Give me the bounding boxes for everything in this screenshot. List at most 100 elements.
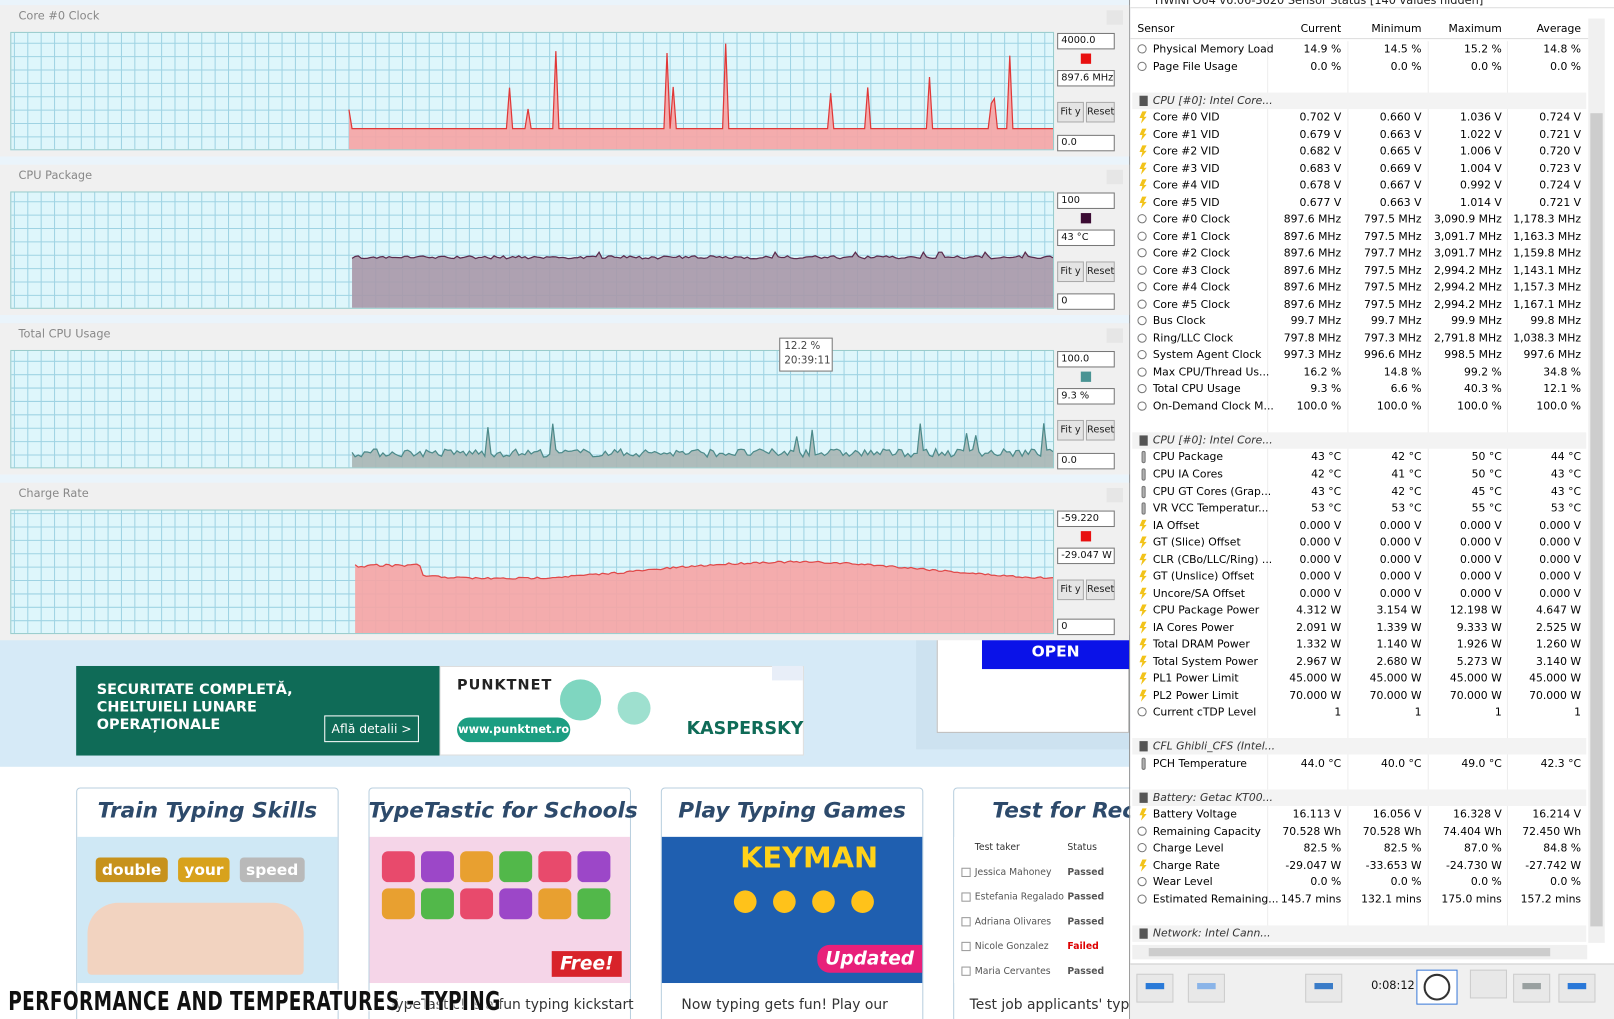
sensor-value: 1.926 W	[1456, 638, 1502, 651]
sensor-value: 0.0 %	[1470, 60, 1502, 73]
sensor-value: 1,167.1 MHz	[1513, 298, 1582, 311]
sensor-label: Core #5 VID	[1152, 196, 1220, 209]
hexagon	[381, 888, 415, 920]
graph-min: 0.0	[1057, 452, 1115, 470]
hexagon	[421, 888, 454, 920]
sensor-label: Core #0 Clock	[1152, 213, 1231, 226]
sensor-value: 0.677 V	[1299, 196, 1342, 209]
graph-button[interactable]: Reset	[1085, 419, 1115, 441]
sensor-value: 16.056 V	[1372, 808, 1422, 821]
toolbar-icon	[1567, 983, 1587, 990]
sensor-icon	[1141, 468, 1146, 481]
graph-button[interactable]: Fit y	[1057, 579, 1084, 601]
sensor-value: 0.0 %	[1390, 876, 1422, 889]
coin	[733, 890, 757, 914]
sensor-label: Core #1 Clock	[1152, 230, 1231, 243]
sensor-label: Ring/LLC Clock	[1152, 332, 1234, 345]
sensor-value: 0.667 V	[1379, 179, 1422, 192]
graph-button[interactable]: Fit y	[1057, 261, 1084, 283]
header-line	[1130, 38, 1589, 40]
ad-close[interactable]	[772, 665, 803, 681]
sensor-value: -27.742 W	[1525, 859, 1582, 872]
sensor-label: Uncore/SA Offset	[1152, 587, 1246, 600]
sensor-value: 145.7 mins	[1280, 893, 1342, 906]
open-button[interactable]: OPEN	[981, 635, 1130, 670]
sensor-value: 1	[1414, 706, 1422, 719]
sensor-value: 53 °C	[1550, 502, 1582, 515]
h-thumb[interactable]	[1148, 948, 1551, 957]
toolbar-button[interactable]	[1469, 969, 1507, 999]
graph-button[interactable]: Fit y	[1057, 101, 1084, 123]
sensor-icon	[1139, 553, 1147, 566]
sensor-value: 16.113 V	[1292, 808, 1342, 821]
table-header: Status	[1067, 843, 1097, 854]
sensor-value: 0.0 %	[1310, 60, 1342, 73]
card-title: Play Typing Games	[678, 797, 906, 823]
sensor-icon	[1139, 672, 1147, 685]
sensor-icon	[1139, 655, 1147, 668]
sensor-value: 1.006 V	[1460, 145, 1502, 158]
sensor-value: 1	[1574, 706, 1582, 719]
graph-close[interactable]	[1106, 10, 1124, 25]
graph-button[interactable]: Reset	[1085, 261, 1115, 283]
sensor-value: 998.5 MHz	[1444, 349, 1502, 362]
ad-left	[76, 665, 440, 756]
hexagon	[538, 851, 572, 883]
sensor-value: 0.000 V	[1379, 553, 1422, 566]
sensor-icon	[1141, 502, 1146, 515]
sensor-icon	[1137, 707, 1147, 717]
graph-close[interactable]	[1106, 169, 1124, 185]
table-cell: Jessica Mahoney	[974, 867, 1052, 879]
sensor-label: VR VCC Temperatur...	[1152, 502, 1269, 515]
graph-color	[1080, 371, 1092, 382]
graph-close[interactable]	[1106, 328, 1124, 343]
sensor-value: 5.273 W	[1456, 655, 1502, 668]
graph-button[interactable]: Fit y	[1057, 419, 1084, 441]
card-word: speed	[239, 857, 305, 883]
graph-area	[348, 43, 1054, 150]
cover	[1129, 0, 1131, 1019]
table-header: Test taker	[974, 843, 1020, 854]
graph-close[interactable]	[1106, 487, 1124, 503]
sensor-value: 15.2 %	[1464, 43, 1502, 56]
sensor-label: Charge Rate	[1152, 859, 1220, 872]
group-label: Network: Intel Cann...	[1152, 927, 1271, 940]
table-cell: Passed	[1067, 917, 1105, 928]
graph-plot	[10, 509, 1055, 635]
sensor-value: 1.036 V	[1460, 111, 1502, 124]
sensor-value: 1,163.3 MHz	[1513, 230, 1582, 243]
column-divider	[1506, 41, 1508, 937]
sensor-value: 0.663 V	[1379, 196, 1422, 209]
sensor-value: 0.0 %	[1310, 876, 1342, 889]
graph-title: Charge Rate	[18, 486, 89, 501]
sensor-value: 53 °C	[1311, 502, 1342, 515]
hexagon	[577, 888, 611, 920]
card-word: your	[178, 857, 230, 883]
sensor-value: 50 °C	[1471, 468, 1502, 481]
sensor-value: 797.5 MHz	[1364, 281, 1422, 294]
sensor-value: 70.000 W	[1289, 689, 1342, 702]
group-icon	[1139, 435, 1148, 446]
graph-area	[352, 423, 1054, 468]
sensor-value: 45.000 W	[1449, 672, 1502, 685]
graph-plot	[10, 191, 1055, 309]
v-thumb[interactable]	[1590, 113, 1603, 927]
tooltip-time: 20:39:11	[784, 355, 831, 367]
ad-brand: PUNKTNET	[457, 677, 553, 694]
sensor-value: 42 °C	[1391, 485, 1422, 498]
toolbar-icon	[1314, 983, 1333, 990]
ad-url[interactable]: www.punktnet.ro	[457, 717, 571, 743]
ad-cta[interactable]: Află detalii >	[324, 715, 419, 743]
graph-button[interactable]: Reset	[1085, 579, 1115, 601]
sensor-label: PL1 Power Limit	[1152, 672, 1239, 685]
sensor-value: 0.665 V	[1379, 145, 1422, 158]
sensor-value: 40.0 °C	[1381, 757, 1422, 770]
sensor-value: 2.680 W	[1376, 655, 1422, 668]
graph-button[interactable]: Reset	[1085, 101, 1115, 123]
toolbar-button[interactable]	[1558, 973, 1596, 1003]
sensor-value: 797.3 MHz	[1364, 332, 1422, 345]
card-title: Train Typing Skills	[97, 797, 318, 823]
graph-line	[351, 423, 1054, 459]
sensor-value: 0.000 V	[1379, 570, 1422, 583]
